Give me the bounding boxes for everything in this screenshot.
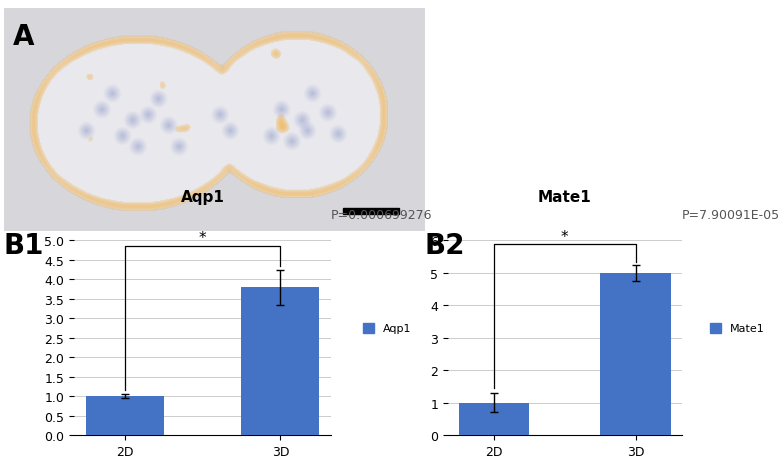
Text: B2: B2 — [425, 232, 465, 259]
Legend: Aqp1: Aqp1 — [358, 319, 415, 338]
Text: P=7.90091E-05: P=7.90091E-05 — [682, 209, 779, 222]
Bar — [241, 288, 319, 435]
Bar — [343, 209, 400, 214]
Text: A: A — [12, 23, 34, 50]
Text: *: * — [199, 231, 206, 246]
Title: Mate1: Mate1 — [538, 190, 591, 205]
Legend: Mate1: Mate1 — [706, 319, 770, 338]
Text: P=0.000699276: P=0.000699276 — [331, 209, 432, 222]
Bar — [86, 396, 164, 435]
Bar — [600, 273, 671, 435]
Text: B1: B1 — [4, 232, 44, 259]
Title: Aqp1: Aqp1 — [181, 190, 224, 205]
Bar — [459, 403, 530, 435]
Text: *: * — [561, 229, 569, 244]
